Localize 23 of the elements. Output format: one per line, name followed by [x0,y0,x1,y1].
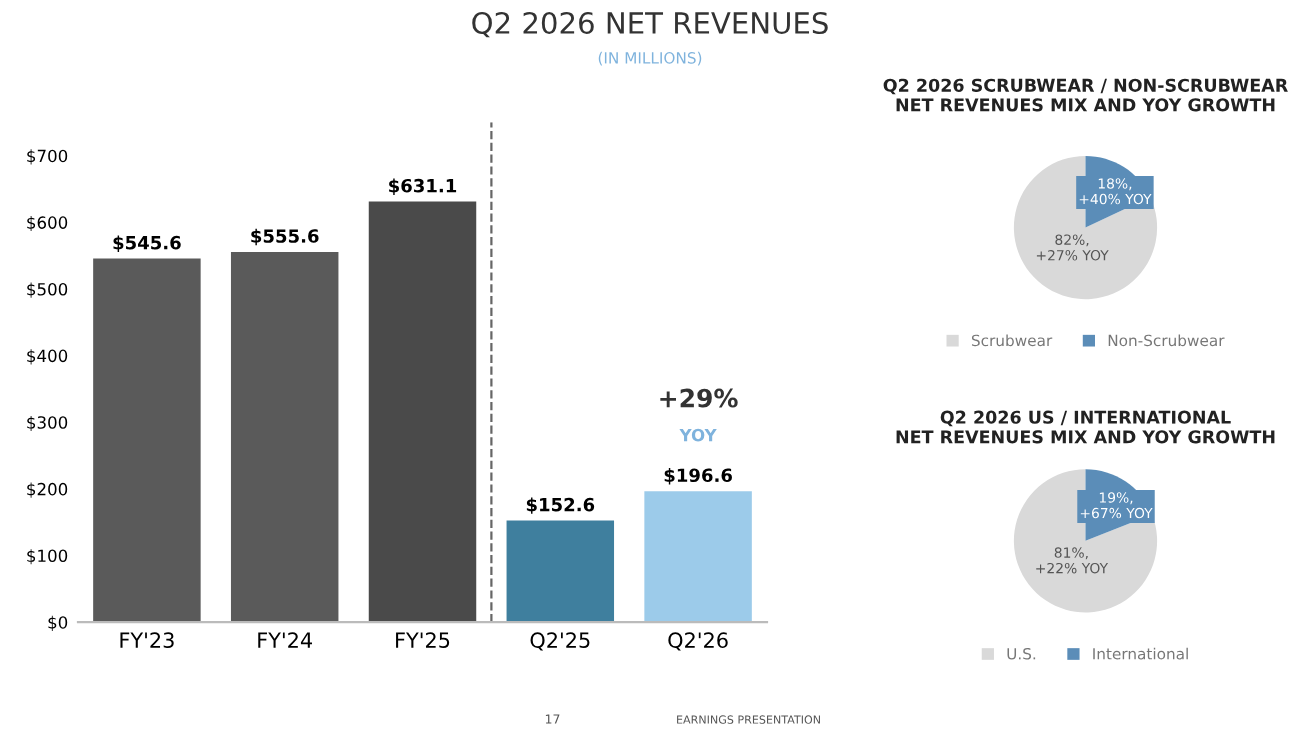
x-tick-label: Q2'25 [530,632,590,651]
x-tick-label: Q2'26 [668,632,728,651]
y-tick-label: $600 [27,215,68,232]
y-tick-label: $0 [48,615,68,631]
x-tick-label: FY'25 [396,632,450,649]
data-label: $545.6 [113,235,181,252]
x-tick-label: FY'23 [120,632,174,649]
data-label: $152.6 [526,497,595,514]
y-tick-label: $500 [27,282,68,298]
annotation: +29% [660,388,738,408]
chart-title: Q2 2026 US / INTERNATIONAL NET REVENUES MIX AND YOY GROWTH [896,410,1275,444]
x-tick-label: FY'24 [258,632,313,648]
y-tick-label: $300 [27,415,68,432]
chart-title: Q2 2026 SCRUBWEAR / NON-SCRUBWEAR NET REVENUES MIX AND YOY GROWTH [883,78,1288,112]
annotation: YOY [679,428,717,442]
data-label: $555.6 [251,228,319,246]
data-label: $631.1 [389,178,457,195]
chart-title: Q2 2026 NET REVENUES [472,11,828,38]
y-tick-label: $700 [27,149,68,165]
y-tick-label: $400 [27,349,68,365]
y-tick-label: $200 [27,482,68,498]
y-tick-label: $100 [27,549,68,565]
data-label: $196.6 [664,468,732,485]
